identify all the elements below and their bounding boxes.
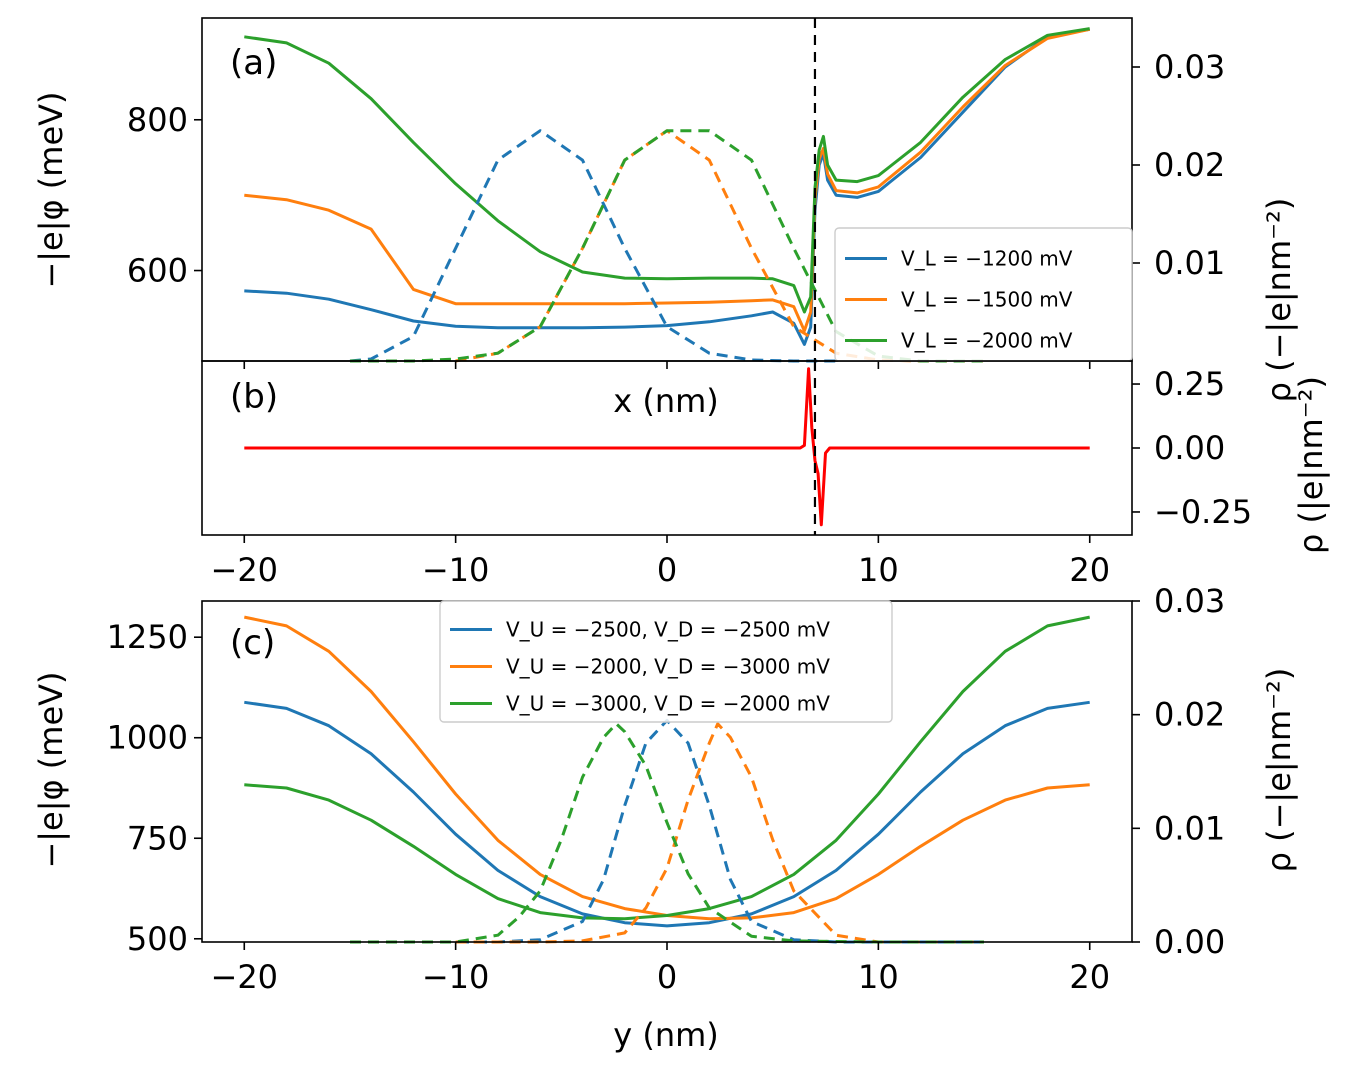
series-line xyxy=(350,722,984,944)
panel-c-y2label: ρ (−|e|nm⁻²) xyxy=(1260,668,1298,873)
tick-label: 10 xyxy=(858,551,899,589)
tick-label: 0.00 xyxy=(1154,923,1225,961)
tick-label: 10 xyxy=(858,958,899,996)
tick-label: 1250 xyxy=(107,618,188,656)
tick-label: −20 xyxy=(211,551,279,589)
tick-label: 0.03 xyxy=(1154,582,1225,620)
legend-entry: V_L = −1200 mV xyxy=(901,247,1073,271)
panel-a-ylabel: −|e|φ (meV) xyxy=(32,91,70,288)
tick-label: 0.01 xyxy=(1154,809,1225,847)
legend-entry: V_U = −3000, V_D = −2000 mV xyxy=(506,692,830,716)
legend-entry: V_L = −2000 mV xyxy=(901,329,1073,353)
tick-label: 0.03 xyxy=(1154,48,1225,86)
panel-a-plot-area xyxy=(201,17,1133,363)
series-line xyxy=(244,27,1090,346)
series-line xyxy=(455,722,984,944)
tick-label: −10 xyxy=(422,551,490,589)
tick-label: 500 xyxy=(127,920,188,958)
panel-a-y2label: ρ (−|e|nm⁻²) xyxy=(1260,198,1298,403)
panel-c-ylabel: −|e|φ (meV) xyxy=(32,671,70,868)
tick-label: 750 xyxy=(127,819,188,857)
series-line xyxy=(244,367,1090,527)
legend-frame xyxy=(439,600,893,723)
tick-label: 0.00 xyxy=(1154,429,1225,467)
panel-b-label: (b) xyxy=(230,377,278,417)
tick-label: 0.02 xyxy=(1154,696,1225,734)
series-line xyxy=(349,129,837,363)
tick-label: 0.25 xyxy=(1154,365,1225,403)
panel-a-label: (a) xyxy=(230,43,277,83)
tick-label: 1000 xyxy=(107,719,188,757)
tick-label: 0 xyxy=(657,958,677,996)
tick-label: 20 xyxy=(1069,551,1110,589)
panel-b-xlabel: x (nm) xyxy=(613,382,719,420)
tick-label: −10 xyxy=(422,958,490,996)
series-line xyxy=(244,27,1091,333)
panel-a-ticks: 600 800 0.01 0.02 0.03 xyxy=(127,48,1225,369)
legend-entry: V_U = −2500, V_D = −2500 mV xyxy=(506,618,830,642)
legend-entry: V_L = −1500 mV xyxy=(901,288,1073,312)
panel-c-label: (c) xyxy=(230,623,275,663)
tick-label: −20 xyxy=(211,958,279,996)
panel-b: −0.25 0.00 0.25 −20 −10 0 10 20 (b) x (nm) ρ (|… xyxy=(201,360,1330,589)
series-line xyxy=(244,700,1090,928)
panel-c-xlabel: y (nm) xyxy=(613,1016,719,1054)
panel-a-legend: V_L = −1200 mV V_L = −1500 mV V_L = −2000 … xyxy=(834,227,1133,362)
legend-entry: V_U = −2000, V_D = −3000 mV xyxy=(506,655,830,679)
panel-b-y2label: ρ (|e|nm⁻²) xyxy=(1292,376,1330,554)
tick-label: −0.25 xyxy=(1154,493,1252,531)
series-line xyxy=(350,129,984,363)
series-line xyxy=(244,27,1090,314)
series-line xyxy=(244,615,1091,921)
tick-label: 600 xyxy=(127,252,188,290)
tick-label: 20 xyxy=(1069,958,1110,996)
panel-c: 500 750 1000 1250 0.00 0.01 0.02 0.03 −20 −10 0 10 2… xyxy=(32,582,1298,1054)
tick-label: 0.02 xyxy=(1154,146,1225,184)
tick-label: 0.01 xyxy=(1154,244,1225,282)
tick-label: 800 xyxy=(127,101,188,139)
tick-label: 0 xyxy=(657,551,677,589)
panel-b-ticks: −0.25 0.00 0.25 −20 −10 0 10 20 xyxy=(211,365,1253,589)
panel-c-ticks: 500 750 1000 1250 0.00 0.01 0.02 0.03 −20 −10 0 10 2… xyxy=(107,582,1226,996)
panel-a: 600 800 0.01 0.02 0.03 (a) −|e|φ (meV) ρ (−|… xyxy=(32,17,1298,403)
panel-c-legend: V_U = −2500, V_D = −2500 mV V_U = −2000, … xyxy=(439,600,893,723)
